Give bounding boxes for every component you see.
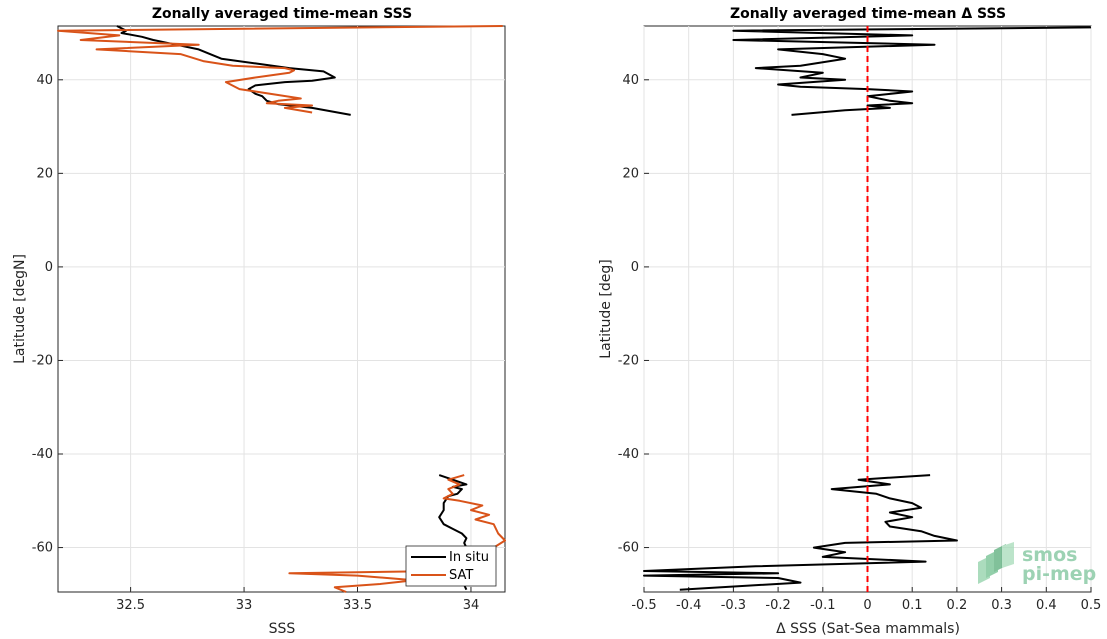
delta-sss-x-tick-label: -0.2 [765,598,790,613]
delta-sss-x-tick-label: 0 [863,598,871,613]
sss-y-tick-label: -40 [32,447,53,462]
delta-sss-x-tick-label: 0.5 [1081,598,1102,613]
sss-y-tick-label: 40 [36,73,53,88]
sss-plot-area [57,25,506,593]
delta-sss-series-0-line-1 [643,474,958,591]
delta-sss-x-axis-label: Δ SSS (Sat-Sea mammals) [776,621,960,637]
sss-grid [58,26,505,592]
sss-chart-title: Zonally averaged time-mean SSS [152,6,412,22]
sss-legend: In situ SAT [405,545,497,587]
delta-sss-y-tick-label: 40 [622,73,639,88]
delta-sss-x-tick-label: 0.3 [991,598,1012,613]
sss-tick-labels: 32.5 33 33.5 34 -60 -40 -20 0 20 40 [32,73,479,613]
logo-pimep-text: pi-mep [1022,563,1096,585]
legend-box [405,545,497,587]
sss-series-in-situ-line-0 [116,25,351,116]
delta-sss-x-tick-label: -0.5 [631,598,656,613]
delta-sss-lines [643,26,1092,592]
sss-y-tick-label: 0 [45,260,53,275]
delta-sss-series-0-line-0 [732,26,1092,116]
sss-chart: 32.5 33 33.5 34 -60 -40 -20 0 20 40 Zonally avera… [12,6,506,637]
sss-series-sat-line-0 [57,25,503,114]
delta-sss-y-tick-label: -60 [618,541,639,556]
sss-y-tick-label: -20 [32,353,53,368]
sss-x-tick-label: 33 [236,598,253,613]
delta-sss-x-tick-label: -0.1 [810,598,835,613]
sss-y-tick-label: 20 [36,166,53,181]
delta-sss-grid [643,26,1092,592]
delta-sss-x-tick-label: -0.4 [676,598,701,613]
sss-y-axis-label: Latitude [degN] [12,254,28,364]
delta-sss-x-tick-label: 0.1 [902,598,923,613]
delta-sss-y-tick-label: -40 [618,447,639,462]
delta-sss-y-axis-label: Latitude [deg] [598,259,614,358]
delta-sss-x-tick-label: 0.2 [947,598,968,613]
delta-sss-tick-labels: -0.5 -0.4 -0.3 -0.2 -0.1 0 0.1 0.2 0.3 0.4 0.5 -60 -… [618,73,1102,613]
delta-sss-x-tick-label: -0.3 [721,598,746,613]
legend-insitu-label: In situ [449,550,489,565]
delta-sss-x-tick-label: 0.4 [1036,598,1057,613]
logo-wave-icon [978,542,1014,584]
delta-sss-y-tick-label: -20 [618,353,639,368]
sss-series-sat-line-1 [288,474,506,593]
delta-sss-chart: -0.5 -0.4 -0.3 -0.2 -0.1 0 0.1 0.2 0.3 0.4 0.5 -60 -… [598,6,1101,637]
delta-sss-chart-title: Zonally averaged time-mean Δ SSS [730,6,1006,22]
sss-x-axis-label: SSS [269,621,296,637]
delta-sss-y-tick-label: 0 [631,260,639,275]
sss-y-tick-label: -60 [32,541,53,556]
sss-x-tick-label: 33.5 [343,598,372,613]
delta-sss-y-tick-label: 20 [622,166,639,181]
legend-sat-label: SAT [449,568,473,583]
sss-x-tick-label: 32.5 [116,598,145,613]
sss-x-tick-label: 34 [463,598,480,613]
smos-pimep-logo: smos pi-mep [978,542,1096,585]
logo-smos-text: smos [1022,544,1077,566]
